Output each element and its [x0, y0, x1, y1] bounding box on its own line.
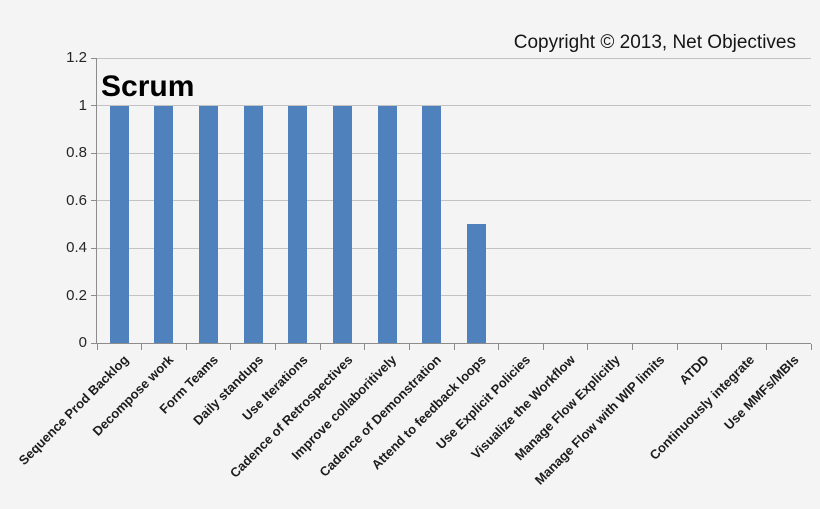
y-axis-tick: [91, 105, 97, 106]
y-axis-tick: [91, 200, 97, 201]
x-axis-tick: [275, 344, 276, 350]
x-axis-tick: [408, 344, 410, 350]
bar: [199, 105, 219, 343]
bar: [243, 105, 263, 343]
x-axis-tick: [230, 344, 232, 350]
y-axis-tick-label: 0.8: [66, 144, 87, 161]
bar: [154, 105, 174, 343]
gridline: [97, 152, 811, 154]
bar: [288, 105, 308, 343]
gridline: [97, 57, 811, 59]
x-axis-tick: [542, 344, 544, 350]
x-axis-tick: [498, 344, 500, 350]
y-axis-tick-label: 0.2: [66, 286, 87, 304]
y-axis-tick: [91, 57, 97, 59]
gridline: [97, 247, 811, 249]
x-axis-tick: [676, 344, 678, 350]
x-axis-tick: [765, 344, 767, 350]
y-axis-tick: [91, 247, 97, 249]
chart-title: Scrum: [101, 70, 195, 103]
plot-area: Scrum 0 0.2 0.4 0.6 0.8 1 1.2 Sequence Prod Bac…: [16, 49, 812, 488]
x-axis-tick: [364, 344, 366, 350]
y-axis-tick-label: 0: [78, 334, 87, 351]
bar: [109, 105, 129, 343]
x-axis-tick: [185, 344, 187, 350]
gridline: [97, 105, 811, 106]
gridline: [97, 295, 811, 296]
y-axis-tick-label: 1: [78, 96, 87, 114]
bar: [422, 105, 442, 343]
y-axis-tick-label: 1.2: [66, 49, 87, 66]
bar: [332, 105, 352, 343]
x-axis-tick: [319, 344, 321, 350]
x-axis-tick: [632, 344, 633, 350]
y-axis-tick: [91, 342, 97, 344]
x-axis-label-text: ATDD: [676, 352, 713, 388]
y-axis-tick: [91, 295, 97, 296]
bar: [377, 105, 397, 343]
copyright-notice: Copyright © 2013, Net Objectives: [513, 32, 796, 53]
gridline: [97, 200, 811, 201]
x-axis-label-text: Decompose work: [89, 352, 177, 439]
x-axis-tick: [721, 344, 723, 350]
x-axis-tick: [587, 344, 589, 350]
y-axis-tick-label: 0.4: [66, 239, 87, 256]
x-axis-tick: [96, 344, 98, 350]
x-axis-tick: [141, 344, 143, 350]
x-axis-tick: [453, 344, 455, 350]
y-axis-tick-label: 0.6: [66, 191, 87, 209]
y-axis-tick: [91, 152, 97, 154]
bar: [466, 224, 486, 343]
x-axis-tick: [810, 344, 812, 350]
